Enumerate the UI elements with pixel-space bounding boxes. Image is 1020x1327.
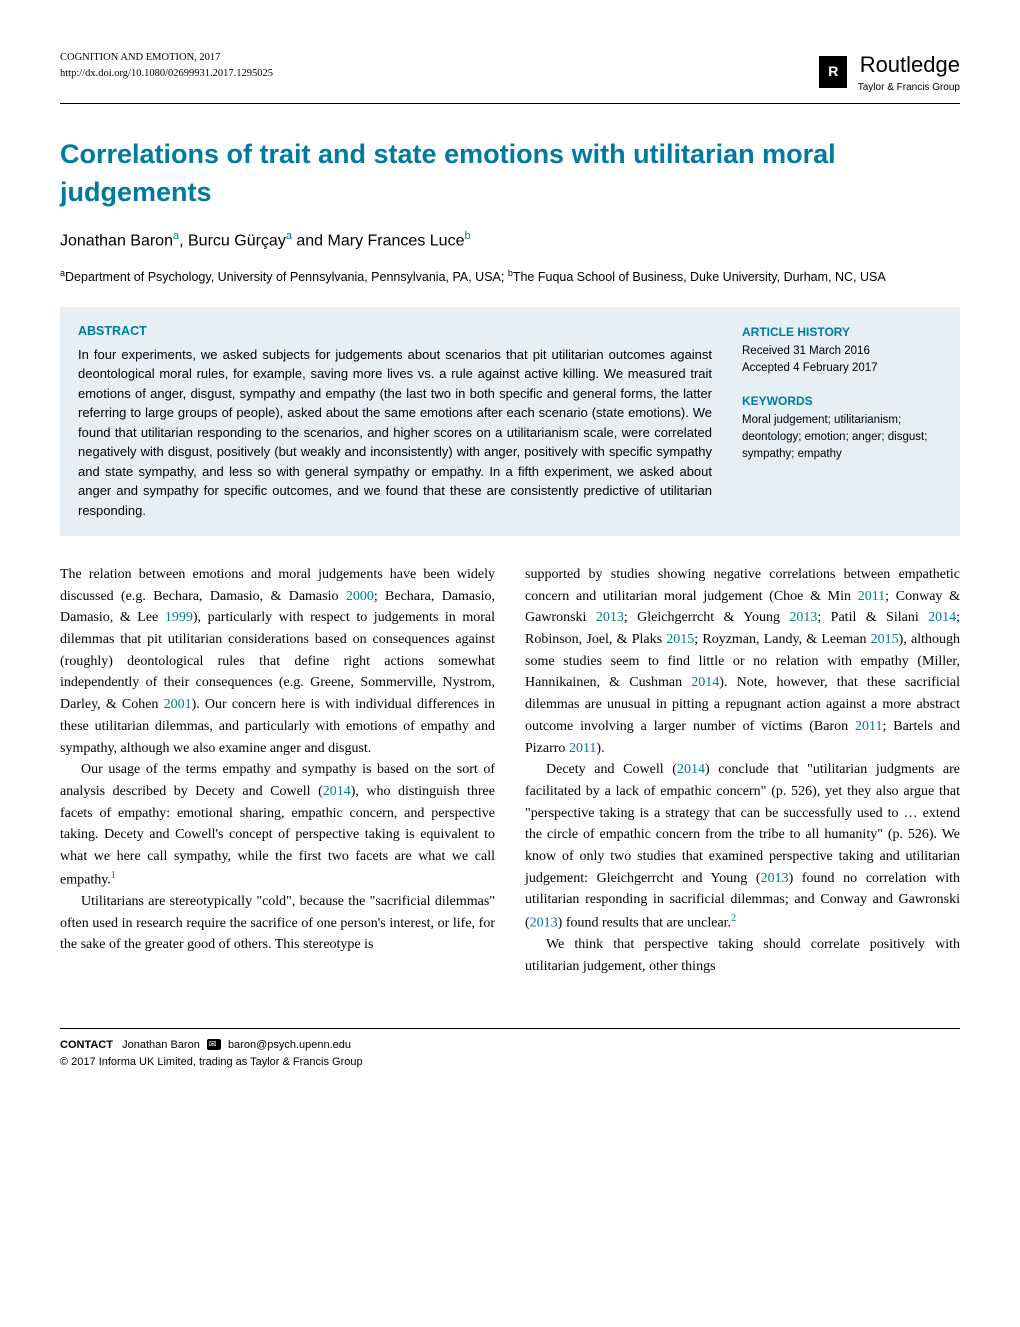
author-3-aff: b [464, 230, 470, 242]
contact-line: CONTACT Jonathan Baron baron@psych.upenn… [60, 1037, 960, 1055]
abstract-side: ARTICLE HISTORY Received 31 March 2016 A… [742, 323, 942, 520]
article-title: Correlations of trait and state emotions… [60, 136, 960, 212]
citation-year: 2014 [928, 610, 956, 625]
footnote-ref-2[interactable]: 2 [731, 913, 736, 924]
citation-year: 1999 [165, 610, 193, 625]
keywords-text: Moral judgement; utilitarianism; deontol… [742, 412, 942, 464]
body-para-4: supported by studies showing negative co… [525, 564, 960, 759]
author-3: Mary Frances Luce [328, 233, 465, 250]
routledge-icon [819, 56, 847, 88]
abstract-main: ABSTRACT In four experiments, we asked s… [78, 323, 712, 520]
authors-list: Jonathan Barona, Burcu Gürçaya and Mary … [60, 229, 960, 253]
citation-year: 2000 [346, 589, 374, 604]
copyright: © 2017 Informa UK Limited, trading as Ta… [60, 1054, 960, 1072]
citation-year: 2013 [761, 871, 789, 886]
journal-info: COGNITION AND EMOTION, 2017 http://dx.do… [60, 50, 273, 82]
citation-year: 2014 [677, 762, 705, 777]
footer: CONTACT Jonathan Baron baron@psych.upenn… [60, 1028, 960, 1072]
body-column-right: supported by studies showing negative co… [525, 564, 960, 978]
body-para-1: The relation between emotions and moral … [60, 564, 495, 759]
abstract-label: ABSTRACT [78, 323, 712, 341]
citation-year: 2014 [691, 675, 719, 690]
author-2: Burcu Gürçay [188, 233, 286, 250]
author-1-aff: a [173, 230, 179, 242]
publisher-name: Routledge [858, 50, 960, 81]
affiliation-a: Department of Psychology, University of … [65, 270, 508, 284]
citation-year: 2011 [858, 589, 885, 604]
history-heading: ARTICLE HISTORY [742, 323, 942, 341]
footnote-ref-1[interactable]: 1 [111, 870, 116, 881]
abstract-text: In four experiments, we asked subjects f… [78, 345, 712, 521]
history-received: Received 31 March 2016 [742, 343, 942, 360]
journal-name: COGNITION AND EMOTION, 2017 [60, 50, 273, 66]
body-columns: The relation between emotions and moral … [60, 564, 960, 978]
history-accepted: Accepted 4 February 2017 [742, 360, 942, 377]
body-para-6: We think that perspective taking should … [525, 934, 960, 977]
citation-year: 2001 [164, 697, 192, 712]
affiliation-b: The Fuqua School of Business, Duke Unive… [513, 270, 886, 284]
contact-label: CONTACT [60, 1039, 113, 1051]
publisher-tagline: Taylor & Francis Group [858, 81, 960, 95]
body-column-left: The relation between emotions and moral … [60, 564, 495, 978]
contact-name: Jonathan Baron [122, 1039, 200, 1051]
body-para-5: Decety and Cowell (2014) conclude that "… [525, 759, 960, 934]
citation-year: 2015 [666, 632, 694, 647]
doi: http://dx.doi.org/10.1080/02699931.2017.… [60, 66, 273, 82]
keywords-heading: KEYWORDS [742, 392, 942, 410]
article-history: ARTICLE HISTORY Received 31 March 2016 A… [742, 323, 942, 378]
author-1: Jonathan Baron [60, 233, 173, 250]
affiliations: aDepartment of Psychology, University of… [60, 267, 960, 287]
body-para-2: Our usage of the terms empathy and sympa… [60, 759, 495, 891]
citation-year: 2011 [855, 719, 882, 734]
contact-email: baron@psych.upenn.edu [228, 1039, 351, 1051]
abstract-box: ABSTRACT In four experiments, we asked s… [60, 307, 960, 536]
header-divider [60, 95, 960, 104]
citation-year: 2013 [530, 916, 558, 931]
citation-year: 2013 [789, 610, 817, 625]
citation-year: 2013 [596, 610, 624, 625]
body-para-3: Utilitarians are stereotypically "cold",… [60, 891, 495, 956]
author-2-aff: a [286, 230, 292, 242]
citation-year: 2015 [871, 632, 899, 647]
citation-year: 2011 [569, 741, 596, 756]
publisher-logo: Routledge Taylor & Francis Group [819, 50, 960, 95]
keywords-block: KEYWORDS Moral judgement; utilitarianism… [742, 392, 942, 464]
email-icon [207, 1039, 221, 1050]
citation-year: 2014 [323, 784, 351, 799]
